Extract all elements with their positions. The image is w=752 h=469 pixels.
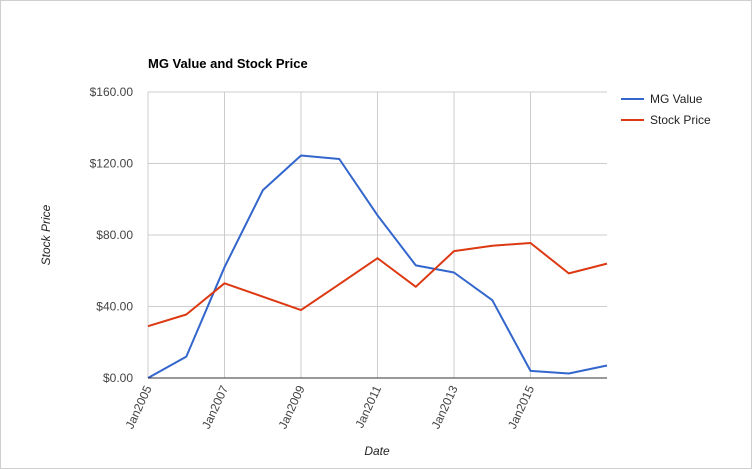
x-tick-label-5: Jan2015 [505, 383, 537, 431]
x-tick-label-2: Jan2009 [276, 383, 308, 431]
x-tick-label-0: Jan2005 [123, 383, 155, 431]
x-axis-ticks: Jan2005 Jan2007 Jan2009 Jan2011 Jan2013 Jan20… [123, 383, 538, 431]
y-tick-label-3: $120.00 [90, 157, 134, 171]
series-line-mg-value [147, 154, 608, 379]
series-lines [147, 154, 608, 379]
legend: MG Value Stock Price [621, 92, 711, 127]
x-tick-label-3: Jan2011 [352, 383, 384, 430]
y-axis-ticks: $0.00 $40.00 $80.00 $120.00 $160.00 [90, 85, 134, 385]
y-tick-label-0: $0.00 [103, 371, 133, 385]
y-tick-label-1: $40.00 [96, 300, 133, 314]
x-tick-label-1: Jan2007 [199, 383, 231, 431]
x-tick-label-4: Jan2013 [429, 383, 461, 431]
legend-label-stock-price: Stock Price [650, 113, 711, 127]
series-line-stock-price [147, 242, 608, 328]
y-axis-title: Stock Price [39, 204, 53, 265]
x-axis-title: Date [364, 444, 390, 458]
gridlines [147, 91, 607, 378]
chart-title: MG Value and Stock Price [148, 56, 308, 71]
legend-label-mg-value: MG Value [650, 92, 703, 106]
y-tick-label-2: $80.00 [96, 228, 133, 242]
y-tick-label-4: $160.00 [90, 85, 134, 99]
